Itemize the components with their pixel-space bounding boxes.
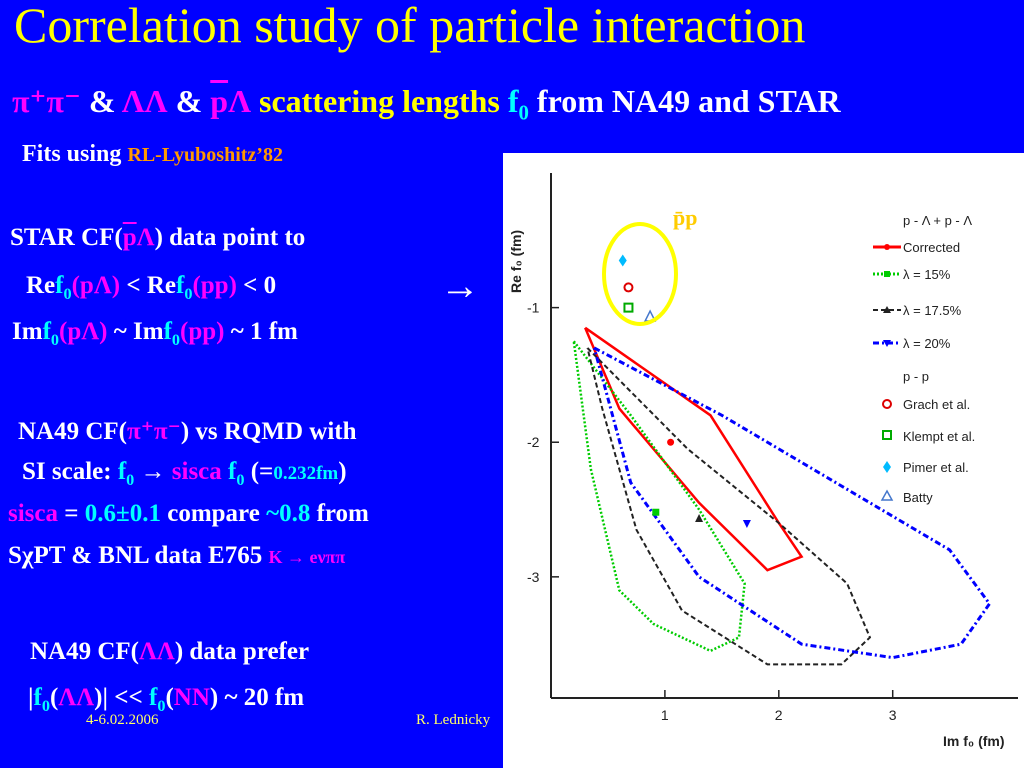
star-line1: STAR CF(pΛ) data point to [10,224,306,251]
points-layer [618,254,751,528]
legend-l20: λ = 20% [903,336,951,351]
na49-line1: NA49 CF(π⁺π⁻) vs RQMD with [18,418,357,445]
na49-line2: SI scale: f0 → sisca f0 (=0.232fm) [22,458,347,489]
legend-pimer: Pimer et al. [903,460,969,475]
star-line3: Imf0(pΛ) ~ Imf0(pp) ~ 1 fm [12,318,298,349]
y-axis-label: Re f₀ (fm) [508,230,524,293]
subtitle-scattering: scattering lengths [259,83,500,119]
star-line2: Ref0(pΛ) < Ref0(pp) < 0 [26,272,277,303]
contour-0 [584,326,804,572]
contour-2 [586,347,872,666]
plot-axes [550,173,1018,699]
plot-panel: 1 2 3 -1 -2 -3 Re f₀ (fm) Im f₀ (fm) p̄p p - … [503,153,1024,768]
x-tick-label: 2 [775,707,783,723]
legend-l15-marker [884,271,890,277]
contour-center-0 [667,438,675,446]
ll-line2: |f0(ΛΛ)| << f0(NN) ~ 20 fm [28,684,305,715]
subtitle-amp2: & [175,83,203,119]
subtitle-rest: from NA49 and STAR [536,83,841,119]
na49-line3: sisca = 0.6±0.1 compare ~0.8 from [8,500,369,527]
legend-klempt: Klempt et al. [903,429,975,444]
contour-3 [592,346,992,660]
contour-layer [572,326,992,666]
x-tick-label: 3 [889,707,897,723]
pp-highlight-ellipse [602,222,678,326]
subtitle: π⁺π⁻ & ΛΛ & pΛ scattering lengths f0 fro… [12,82,841,125]
point-klempt-et-al- [623,302,634,313]
footer-author: R. Lednicky [416,712,491,728]
pp-label: p̄p [673,205,697,230]
arrow-right-icon: → [440,263,480,308]
x-tick-label: 1 [661,707,669,723]
subtitle-amp1: & [88,83,116,119]
legend: p - Λ + p - Λ Corrected λ = 15% λ = 17.5… [873,213,975,505]
contour-center-2 [695,513,704,522]
subtitle-lambda: Λ [228,83,251,119]
legend-group2: p - p [903,369,929,384]
legend-batty: Batty [903,490,933,505]
legend-corrected: Corrected [903,240,960,255]
y-tick-label: -1 [527,300,540,316]
legend-l175: λ = 17.5% [903,303,962,318]
subtitle-pbar: p [210,83,229,119]
fits-ref: RL-Lyuboshitz’82 [127,144,283,166]
ticks-layer: 1 2 3 -1 -2 -3 [527,300,897,723]
point-grach-et-al- [623,282,634,293]
contour-center-3 [742,520,751,528]
ll-line1: NA49 CF(ΛΛ) data prefer [30,638,310,665]
fits-label: Fits using [22,141,122,167]
y-tick-label: -2 [527,434,540,450]
footer-date: 4-6.02.2006 [86,712,159,728]
fits-line: Fits using RL-Lyuboshitz’82 [22,141,283,168]
legend-l15: λ = 15% [903,267,951,282]
subtitle-f0: f0 [507,83,529,125]
legend-pimer-marker [883,461,891,473]
legend-grach: Grach et al. [903,397,970,412]
legend-grach-marker [882,399,892,409]
legend-klempt-marker [882,430,892,440]
na49-line4: SχPT & BNL data E765 K → eνππ [8,542,346,569]
subtitle-ll: ΛΛ [121,83,168,119]
legend-batty-marker [880,489,894,501]
legend-l20-marker [883,340,891,347]
legend-l175-marker [883,306,891,313]
contour-1 [572,340,746,653]
point-pimer-et-al- [618,254,627,267]
y-tick-label: -3 [527,569,540,585]
contour-center-1 [652,508,660,516]
legend-group1: p - Λ + p - Λ [903,213,972,228]
scatter-plot: 1 2 3 -1 -2 -3 Re f₀ (fm) Im f₀ (fm) p̄p p - … [508,173,1018,749]
page-title: Correlation study of particle interactio… [14,0,806,53]
x-axis-label: Im f₀ (fm) [943,733,1005,749]
subtitle-pipi: π⁺π⁻ [12,83,81,119]
legend-corrected-marker [884,244,890,250]
